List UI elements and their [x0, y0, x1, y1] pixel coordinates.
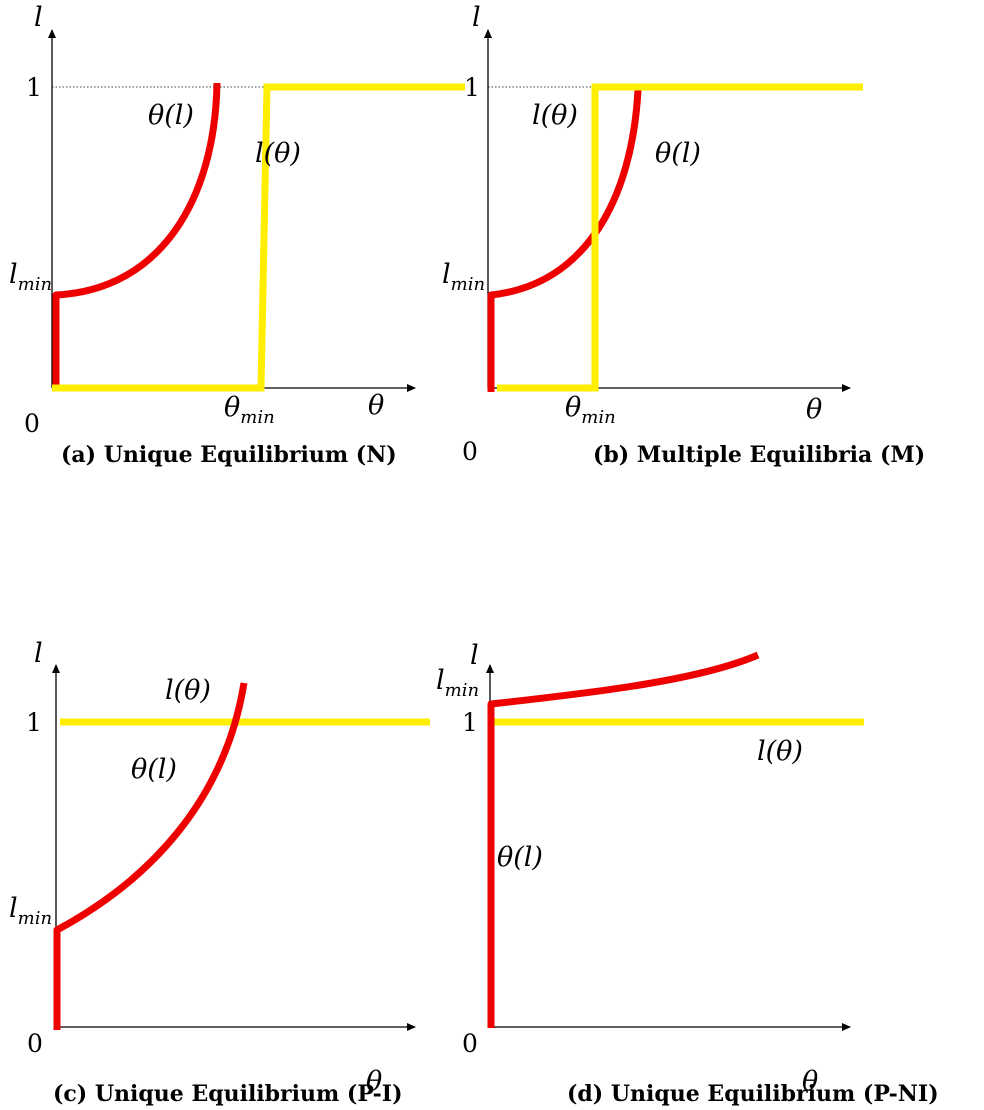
- panel-a-x-axis-label: θ: [368, 390, 384, 421]
- panel-d-x-axis-label: θ: [802, 1066, 818, 1097]
- panel-a-caption: (a) Unique Equilibrium (N): [61, 442, 397, 468]
- panel-d-one-tick: 1: [462, 708, 478, 737]
- panel-d-yellow-curve-label: l(θ): [757, 736, 803, 767]
- panel-a-thetamin-label: θmin: [224, 392, 275, 428]
- panel-a-y-axis-label: l: [34, 2, 43, 33]
- panel-c-theta-of-l-curve: [53, 682, 248, 1030]
- panel-d-theta-of-l-curve: [487, 651, 760, 1028]
- panel-b: l 1 0 lmin θmin θ l(θ) θ(l) (b) Multiple…: [442, 2, 925, 468]
- panel-c-red-curve-label: θ(l): [131, 754, 177, 785]
- panel-a-l-of-theta-curve: [52, 83, 465, 392]
- panel-d-caption: (d) Unique Equilibrium (P-NI): [567, 1081, 939, 1107]
- panel-c-caption: (c) Unique Equilibrium (P-I): [53, 1081, 403, 1107]
- panel-c: l 1 0 lmin l(θ) θ(l) θ (c) Unique Equili…: [9, 638, 430, 1107]
- panel-b-yellow-curve-label: l(θ): [532, 100, 578, 131]
- panel-a: l 1 0 lmin θmin θ θ(l) l(θ) (a) Unique E…: [9, 2, 465, 468]
- panel-d-y-axis-label: l: [470, 640, 479, 671]
- panel-b-y-axis-label: l: [472, 2, 481, 33]
- panel-c-one-tick: 1: [26, 708, 42, 737]
- panel-b-one-tick: 1: [464, 73, 480, 102]
- panel-d: l lmin 1 0 l(θ) θ(l) θ (d) Unique Equili…: [436, 640, 939, 1107]
- panel-b-lmin-label: lmin: [442, 259, 485, 295]
- panel-a-red-curve-label: θ(l): [148, 100, 194, 131]
- panel-c-zero-tick: 0: [27, 1029, 43, 1058]
- panel-b-l-of-theta-curve: [497, 83, 863, 392]
- panel-a-yellow-curve-label: l(θ): [255, 138, 301, 169]
- panel-d-lmin-label: lmin: [436, 665, 479, 701]
- panel-a-theta-of-l-curve: [52, 82, 221, 388]
- panel-c-yellow-curve-label: l(θ): [165, 675, 211, 706]
- panel-d-zero-tick: 0: [462, 1029, 478, 1058]
- panel-b-theta-of-l-curve: [487, 89, 642, 392]
- panel-d-red-curve-label: θ(l): [497, 842, 543, 873]
- panel-b-x-axis-label: θ: [806, 394, 822, 425]
- panel-a-one-tick: 1: [26, 73, 42, 102]
- panel-b-zero-tick: 0: [462, 437, 478, 466]
- panel-c-lmin-label: lmin: [9, 893, 52, 929]
- panel-b-red-curve-label: θ(l): [655, 138, 701, 169]
- panel-c-x-axis-label: θ: [366, 1066, 382, 1097]
- panel-b-caption: (b) Multiple Equilibria (M): [593, 442, 925, 468]
- panel-c-y-axis-label: l: [34, 638, 43, 669]
- panel-a-zero-tick: 0: [24, 409, 40, 438]
- panel-b-thetamin-label: θmin: [565, 392, 616, 428]
- panel-a-lmin-label: lmin: [9, 259, 52, 295]
